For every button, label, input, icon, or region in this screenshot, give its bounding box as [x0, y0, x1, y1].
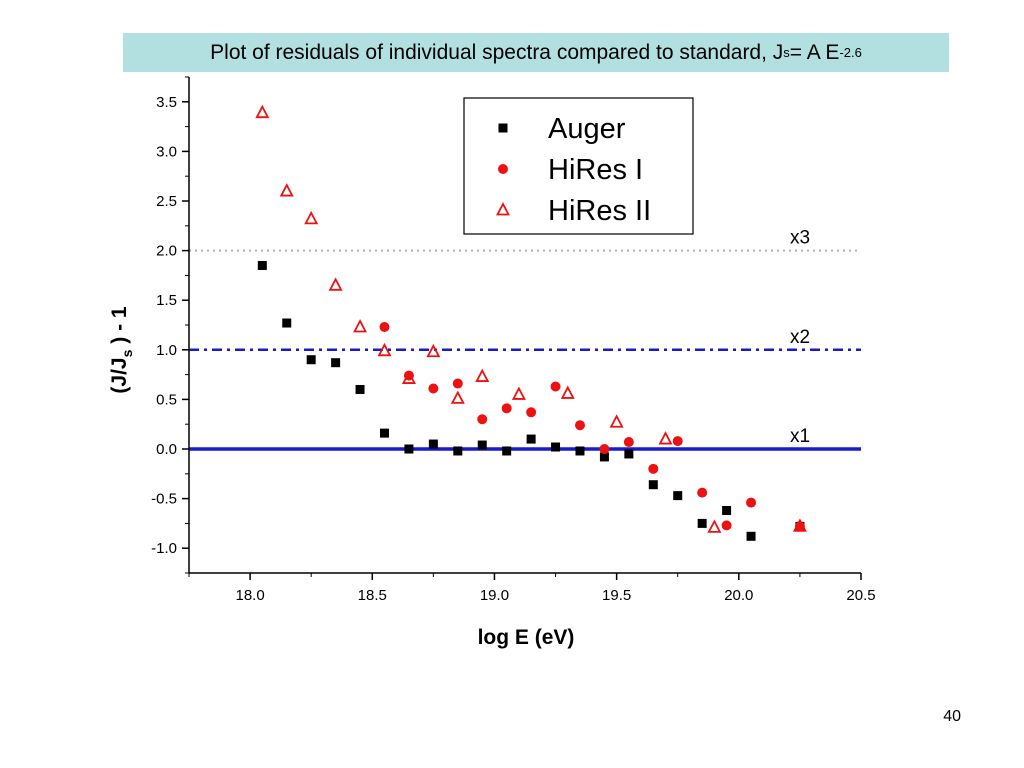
y-tick-label: -0.5: [151, 491, 177, 508]
hires-ii-point: [658, 431, 673, 445]
auger-point: [526, 434, 536, 444]
x-tick-label: 19.0: [480, 587, 509, 604]
data-points: [255, 104, 807, 541]
reference-line-label-x1: x1: [790, 426, 810, 447]
hires-ii-point: [560, 385, 575, 399]
hires-i-point: [526, 407, 537, 418]
hires-ii-point: [707, 519, 722, 533]
legend-marker-auger: [498, 123, 508, 133]
auger-point: [502, 446, 512, 456]
auger-point: [624, 449, 634, 459]
auger-point: [697, 518, 707, 528]
auger-point: [331, 358, 341, 368]
auger-point: [746, 531, 756, 541]
x-tick-label: 18.5: [358, 587, 387, 604]
hires-ii-point: [304, 210, 319, 225]
hires-i-point: [428, 383, 439, 394]
auger-point: [599, 452, 609, 462]
slide-title: Plot of residuals of individual spectra …: [123, 33, 949, 72]
hires-i-point: [550, 381, 561, 392]
reference-line-label-x2: x2: [790, 327, 810, 348]
auger-point: [379, 428, 389, 438]
hires-ii-point: [511, 386, 526, 400]
axes: 18.0 18.5 19.0 19.5 20.0 20.5 -1.0 -0.5 0.0 0.5 1.…: [151, 76, 876, 604]
hires-i-point: [648, 463, 659, 474]
hires-i-point: [452, 378, 463, 389]
auger-point: [257, 260, 267, 270]
auger-point: [673, 491, 683, 501]
auger-point: [722, 506, 732, 516]
title-mid: = A E: [789, 40, 840, 64]
hires-ii-point: [279, 183, 294, 197]
auger-point: [477, 440, 487, 450]
hires-i-point: [721, 520, 732, 531]
y-tick-label: 1.0: [156, 342, 177, 359]
x-tick-label: 20.0: [724, 587, 753, 604]
hires-i-point: [697, 487, 708, 498]
hires-ii-point: [609, 414, 624, 428]
y-axis-title-sub: s: [119, 349, 135, 357]
hires-ii-point: [792, 518, 807, 532]
hires-ii-point: [401, 370, 416, 384]
y-tick-label: 2.0: [156, 243, 177, 260]
auger-point: [306, 355, 316, 365]
hires-ii-point: [353, 319, 368, 333]
hires-i-point: [379, 321, 390, 332]
hires-i-point: [672, 436, 683, 447]
reference-line-label-x3: x3: [790, 228, 810, 249]
x-tick-label: 20.5: [846, 587, 875, 604]
title-subscript: s: [783, 45, 790, 60]
y-axis-title-end: ) - 1: [108, 306, 131, 349]
hires-ii-point: [328, 277, 343, 291]
hires-i-point: [623, 437, 634, 448]
auger-point: [575, 446, 585, 456]
legend-marker-hires-i: [498, 164, 508, 174]
y-tick-label: 2.5: [156, 193, 177, 210]
hires-ii-point: [475, 368, 490, 382]
y-axis-title-main: (J/J: [108, 357, 131, 393]
y-tick-label: 0.5: [156, 391, 177, 408]
hires-i-point: [477, 414, 488, 425]
hires-ii-point: [450, 390, 465, 404]
hires-ii-point: [426, 343, 441, 358]
y-tick-label: 3.5: [156, 94, 177, 111]
y-tick-label: -1.0: [151, 540, 177, 557]
hires-i-point: [746, 497, 757, 508]
hires-i-point: [501, 403, 512, 414]
legend-label-hires-i: HiRes I: [548, 154, 643, 186]
auger-point: [551, 442, 561, 452]
auger-point: [355, 384, 365, 394]
x-tick-label: 19.5: [602, 587, 631, 604]
title-superscript: -2.6: [839, 45, 862, 60]
x-axis-title: log E (eV): [478, 626, 575, 649]
hires-i-point: [599, 444, 610, 454]
auger-point: [282, 318, 292, 328]
auger-point: [453, 446, 463, 456]
title-main: Plot of residuals of individual spectra …: [210, 40, 784, 64]
x-tick-label: 18.0: [235, 587, 264, 604]
y-tick-label: 0.0: [156, 441, 177, 458]
hires-ii-point: [255, 104, 270, 119]
reference-lines: x3 x2 x1: [189, 228, 861, 451]
y-tick-label: 1.5: [156, 292, 177, 309]
auger-point: [648, 480, 658, 490]
legend-label-hires-ii: HiRes II: [548, 195, 651, 227]
hires-i-point: [574, 420, 585, 431]
legend: Auger HiRes I HiRes II: [463, 97, 694, 235]
y-tick-label: 3.0: [156, 143, 177, 160]
auger-point: [428, 439, 438, 449]
y-axis-title: (J/Js ) - 1: [108, 306, 135, 393]
legend-marker-hires-ii: [496, 202, 510, 216]
auger-point: [404, 444, 414, 454]
hires-ii-point: [377, 342, 392, 357]
legend-label-auger: Auger: [548, 113, 626, 145]
page-number: 40: [943, 708, 961, 725]
